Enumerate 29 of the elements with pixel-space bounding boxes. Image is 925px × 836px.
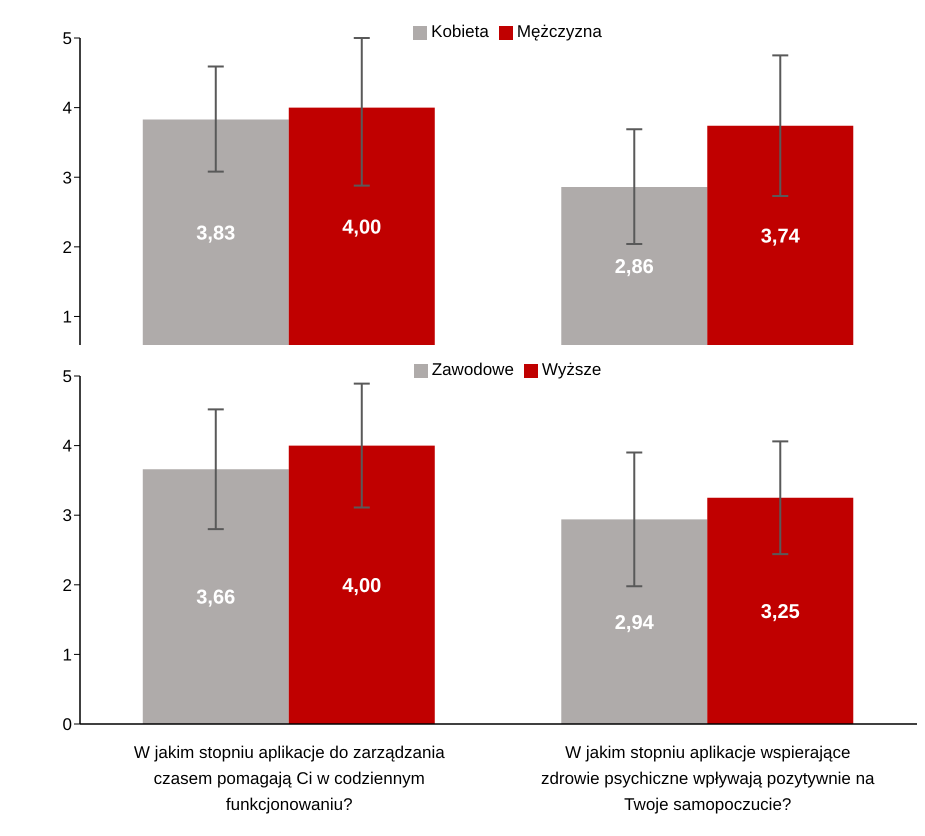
y-tick-label: 3 — [62, 506, 72, 526]
legend-label: Mężczyzna — [516, 22, 602, 41]
bar — [288, 446, 435, 724]
data-label: 3,25 — [760, 601, 800, 623]
y-tick-label: 1 — [62, 307, 72, 326]
legend-label: Zawodowe — [432, 360, 514, 379]
y-tick-label: 5 — [62, 367, 72, 386]
legend-label: Kobieta — [431, 22, 489, 41]
y-tick-label: 2 — [62, 238, 72, 257]
x-tick-label: W jakim stopniu aplikacje wspierające zdrowie psychiczne wpływają pozytywnie na Twoje samopoczucie? — [540, 743, 876, 814]
bar — [561, 519, 708, 724]
y-tick-label: 0 — [62, 715, 72, 734]
bar — [142, 469, 289, 724]
y-tick-label: 2 — [62, 576, 72, 595]
y-tick-label: 4 — [62, 436, 72, 456]
y-tick-label: 4 — [62, 98, 72, 118]
data-label: 4,00 — [342, 574, 382, 597]
y-tick-label: 1 — [62, 645, 72, 664]
data-label: 3,83 — [196, 222, 236, 244]
data-label: 4,00 — [342, 216, 382, 238]
data-label: 3,74 — [760, 225, 801, 248]
data-label: 3,66 — [196, 586, 236, 609]
data-label: 2,86 — [614, 256, 654, 278]
x-tick-label: W jakim stopniu aplikacje do zarządzania czasem pomagają Ci w codziennym funkcjonowaniu? — [134, 743, 446, 814]
y-tick-label: 3 — [62, 168, 72, 188]
legend-label: Wyższe — [542, 360, 602, 379]
y-tick-label: 5 — [62, 29, 72, 48]
bar — [707, 498, 854, 724]
data-label: 2,94 — [614, 612, 655, 634]
